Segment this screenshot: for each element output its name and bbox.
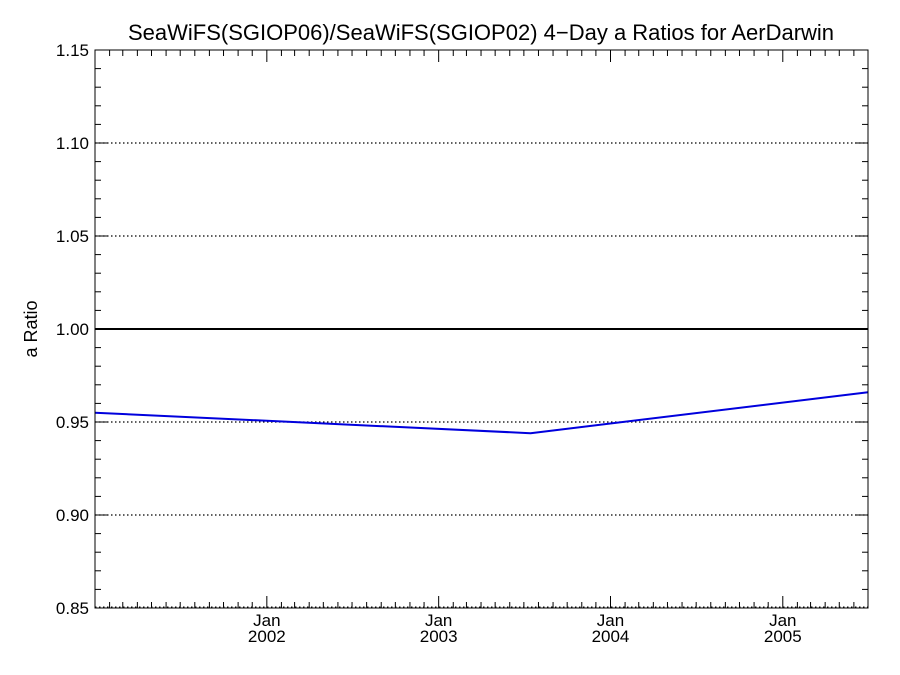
x-tick-label-year: 2002 [248, 627, 286, 646]
series-group [94, 391, 869, 435]
chart-title: SeaWiFS(SGIOP06)/SeaWiFS(SGIOP02) 4−Day … [128, 20, 834, 45]
y-tick-label: 0.90 [56, 506, 89, 525]
y-tick-label: 1.10 [56, 134, 89, 153]
x-tick-label-year: 2004 [592, 627, 630, 646]
x-tick-label-month: Jan [253, 611, 280, 630]
y-axis-label: a Ratio [21, 300, 41, 357]
x-tick-label-month: Jan [769, 611, 796, 630]
y-tick-label: 1.05 [56, 227, 89, 246]
x-tick-label-month: Jan [425, 611, 452, 630]
y-tick-label: 0.95 [56, 413, 89, 432]
x-tick-label-year: 2005 [764, 627, 802, 646]
series-line [94, 391, 869, 435]
x-tick-label-year: 2003 [420, 627, 458, 646]
y-tick-label: 0.85 [56, 599, 89, 618]
y-tick-label: 1.15 [56, 41, 89, 60]
y-tick-label: 1.00 [56, 320, 89, 339]
tick-labels: 0.850.900.951.001.051.101.15Jan2002Jan20… [56, 41, 802, 646]
grid-lines [95, 142, 868, 608]
x-tick-label-month: Jan [597, 611, 624, 630]
tick-marks [95, 49, 868, 609]
